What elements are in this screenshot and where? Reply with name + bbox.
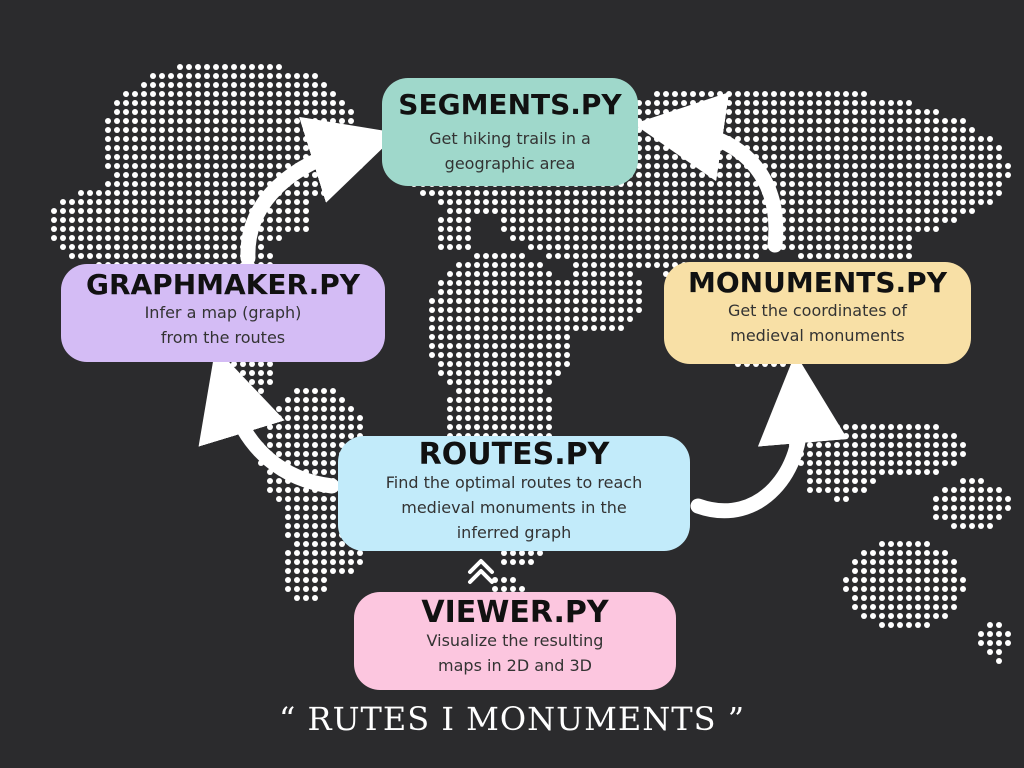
desc-line: inferred graph (456, 522, 572, 542)
desc-line: Visualize the resulting (426, 631, 604, 650)
node-description: Visualize the resulting maps in 2D and 3… (354, 629, 676, 679)
arrow-monuments-to-segments (633, 92, 784, 253)
arrow-viewer-to-routes (468, 559, 494, 584)
node-title: ROUTES.PY (418, 437, 610, 472)
node-monuments: MONUMENTS.PY Get the coordinates of medi… (664, 262, 971, 364)
node-segments: SEGMENTS.PY Get hiking trails in a geogr… (382, 78, 638, 186)
desc-line: from the routes (160, 327, 286, 347)
desc-line: Get hiking trails in a (429, 128, 591, 148)
node-description: Get hiking trails in a geographic area (382, 127, 638, 177)
desc-line: Find the optimal routes to reach (385, 473, 643, 492)
arrow-routes-to-monuments (690, 353, 848, 519)
node-description: Find the optimal routes to reach medieva… (338, 471, 690, 545)
node-routes: ROUTES.PY Find the optimal routes to rea… (338, 436, 690, 551)
desc-line: medieval monuments in the (401, 497, 627, 517)
node-description: Infer a map (graph) from the routes (61, 301, 385, 351)
node-title: MONUMENTS.PY (688, 266, 947, 299)
desc-line: maps in 2D and 3D (438, 655, 592, 675)
arrow-graphmaker-to-segments (240, 116, 399, 266)
desc-line: medieval monuments (730, 325, 905, 345)
node-viewer: VIEWER.PY Visualize the resulting maps i… (354, 592, 676, 690)
node-title: GRAPHMAKER.PY (85, 268, 361, 301)
arrow-routes-to-graphmaker (198, 347, 340, 494)
desc-line: Get the coordinates of (727, 300, 908, 320)
desc-line: geographic area (444, 153, 576, 173)
footer-title: “ RUTES I MONUMENTS ” (278, 700, 746, 738)
node-graphmaker: GRAPHMAKER.PY Infer a map (graph) from t… (61, 264, 385, 362)
node-title: SEGMENTS.PY (398, 88, 622, 121)
node-title: VIEWER.PY (421, 595, 609, 630)
desc-line: Infer a map (graph) (144, 302, 302, 322)
node-description: Get the coordinates of medieval monument… (664, 299, 971, 349)
